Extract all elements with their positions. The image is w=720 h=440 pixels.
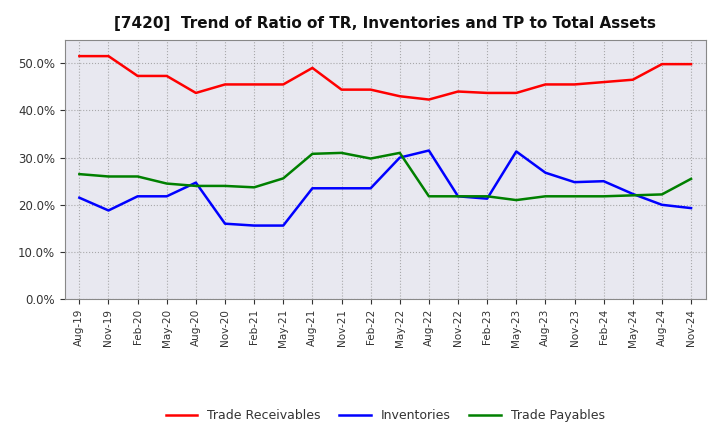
Inventories bbox=[599, 179, 608, 184]
Trade Receivables bbox=[192, 90, 200, 95]
Trade Receivables bbox=[366, 87, 375, 92]
Trade Receivables bbox=[599, 80, 608, 85]
Trade Payables bbox=[454, 194, 462, 199]
Trade Receivables bbox=[337, 87, 346, 92]
Trade Payables bbox=[192, 183, 200, 189]
Inventories bbox=[454, 194, 462, 199]
Trade Payables bbox=[657, 192, 666, 197]
Trade Payables bbox=[629, 193, 637, 198]
Trade Payables bbox=[395, 150, 404, 155]
Inventories bbox=[687, 205, 696, 211]
Trade Payables bbox=[541, 194, 550, 199]
Trade Payables bbox=[425, 194, 433, 199]
Inventories bbox=[512, 149, 521, 154]
Inventories bbox=[337, 186, 346, 191]
Trade Receivables bbox=[308, 65, 317, 70]
Inventories bbox=[657, 202, 666, 207]
Trade Payables bbox=[512, 198, 521, 203]
Trade Payables bbox=[75, 172, 84, 177]
Inventories bbox=[483, 196, 492, 202]
Inventories bbox=[250, 223, 258, 228]
Inventories bbox=[75, 195, 84, 200]
Trade Receivables bbox=[133, 73, 142, 79]
Trade Payables bbox=[483, 194, 492, 199]
Inventories bbox=[192, 180, 200, 185]
Line: Trade Receivables: Trade Receivables bbox=[79, 56, 691, 99]
Trade Payables bbox=[687, 176, 696, 181]
Inventories bbox=[541, 170, 550, 176]
Trade Payables bbox=[163, 181, 171, 186]
Trade Payables bbox=[599, 194, 608, 199]
Trade Payables bbox=[250, 185, 258, 190]
Trade Receivables bbox=[454, 89, 462, 94]
Inventories bbox=[163, 194, 171, 199]
Inventories bbox=[104, 208, 113, 213]
Inventories bbox=[220, 221, 229, 226]
Trade Receivables bbox=[279, 82, 287, 87]
Trade Payables bbox=[337, 150, 346, 155]
Inventories bbox=[629, 191, 637, 197]
Trade Receivables bbox=[75, 54, 84, 59]
Trade Receivables bbox=[687, 62, 696, 67]
Trade Payables bbox=[104, 174, 113, 179]
Trade Receivables bbox=[395, 94, 404, 99]
Trade Payables bbox=[133, 174, 142, 179]
Trade Receivables bbox=[541, 82, 550, 87]
Inventories bbox=[395, 155, 404, 160]
Line: Trade Payables: Trade Payables bbox=[79, 153, 691, 200]
Legend: Trade Receivables, Inventories, Trade Payables: Trade Receivables, Inventories, Trade Pa… bbox=[161, 404, 610, 427]
Trade Receivables bbox=[657, 62, 666, 67]
Inventories bbox=[133, 194, 142, 199]
Inventories bbox=[366, 186, 375, 191]
Line: Inventories: Inventories bbox=[79, 150, 691, 226]
Trade Receivables bbox=[512, 90, 521, 95]
Trade Receivables bbox=[425, 97, 433, 102]
Trade Payables bbox=[279, 176, 287, 181]
Trade Receivables bbox=[483, 90, 492, 95]
Trade Receivables bbox=[629, 77, 637, 82]
Trade Payables bbox=[220, 183, 229, 189]
Trade Receivables bbox=[570, 82, 579, 87]
Title: [7420]  Trend of Ratio of TR, Inventories and TP to Total Assets: [7420] Trend of Ratio of TR, Inventories… bbox=[114, 16, 656, 32]
Trade Payables bbox=[366, 156, 375, 161]
Inventories bbox=[570, 180, 579, 185]
Inventories bbox=[308, 186, 317, 191]
Trade Receivables bbox=[163, 73, 171, 79]
Trade Payables bbox=[570, 194, 579, 199]
Inventories bbox=[425, 148, 433, 153]
Trade Receivables bbox=[104, 54, 113, 59]
Trade Receivables bbox=[220, 82, 229, 87]
Trade Receivables bbox=[250, 82, 258, 87]
Inventories bbox=[279, 223, 287, 228]
Trade Payables bbox=[308, 151, 317, 157]
